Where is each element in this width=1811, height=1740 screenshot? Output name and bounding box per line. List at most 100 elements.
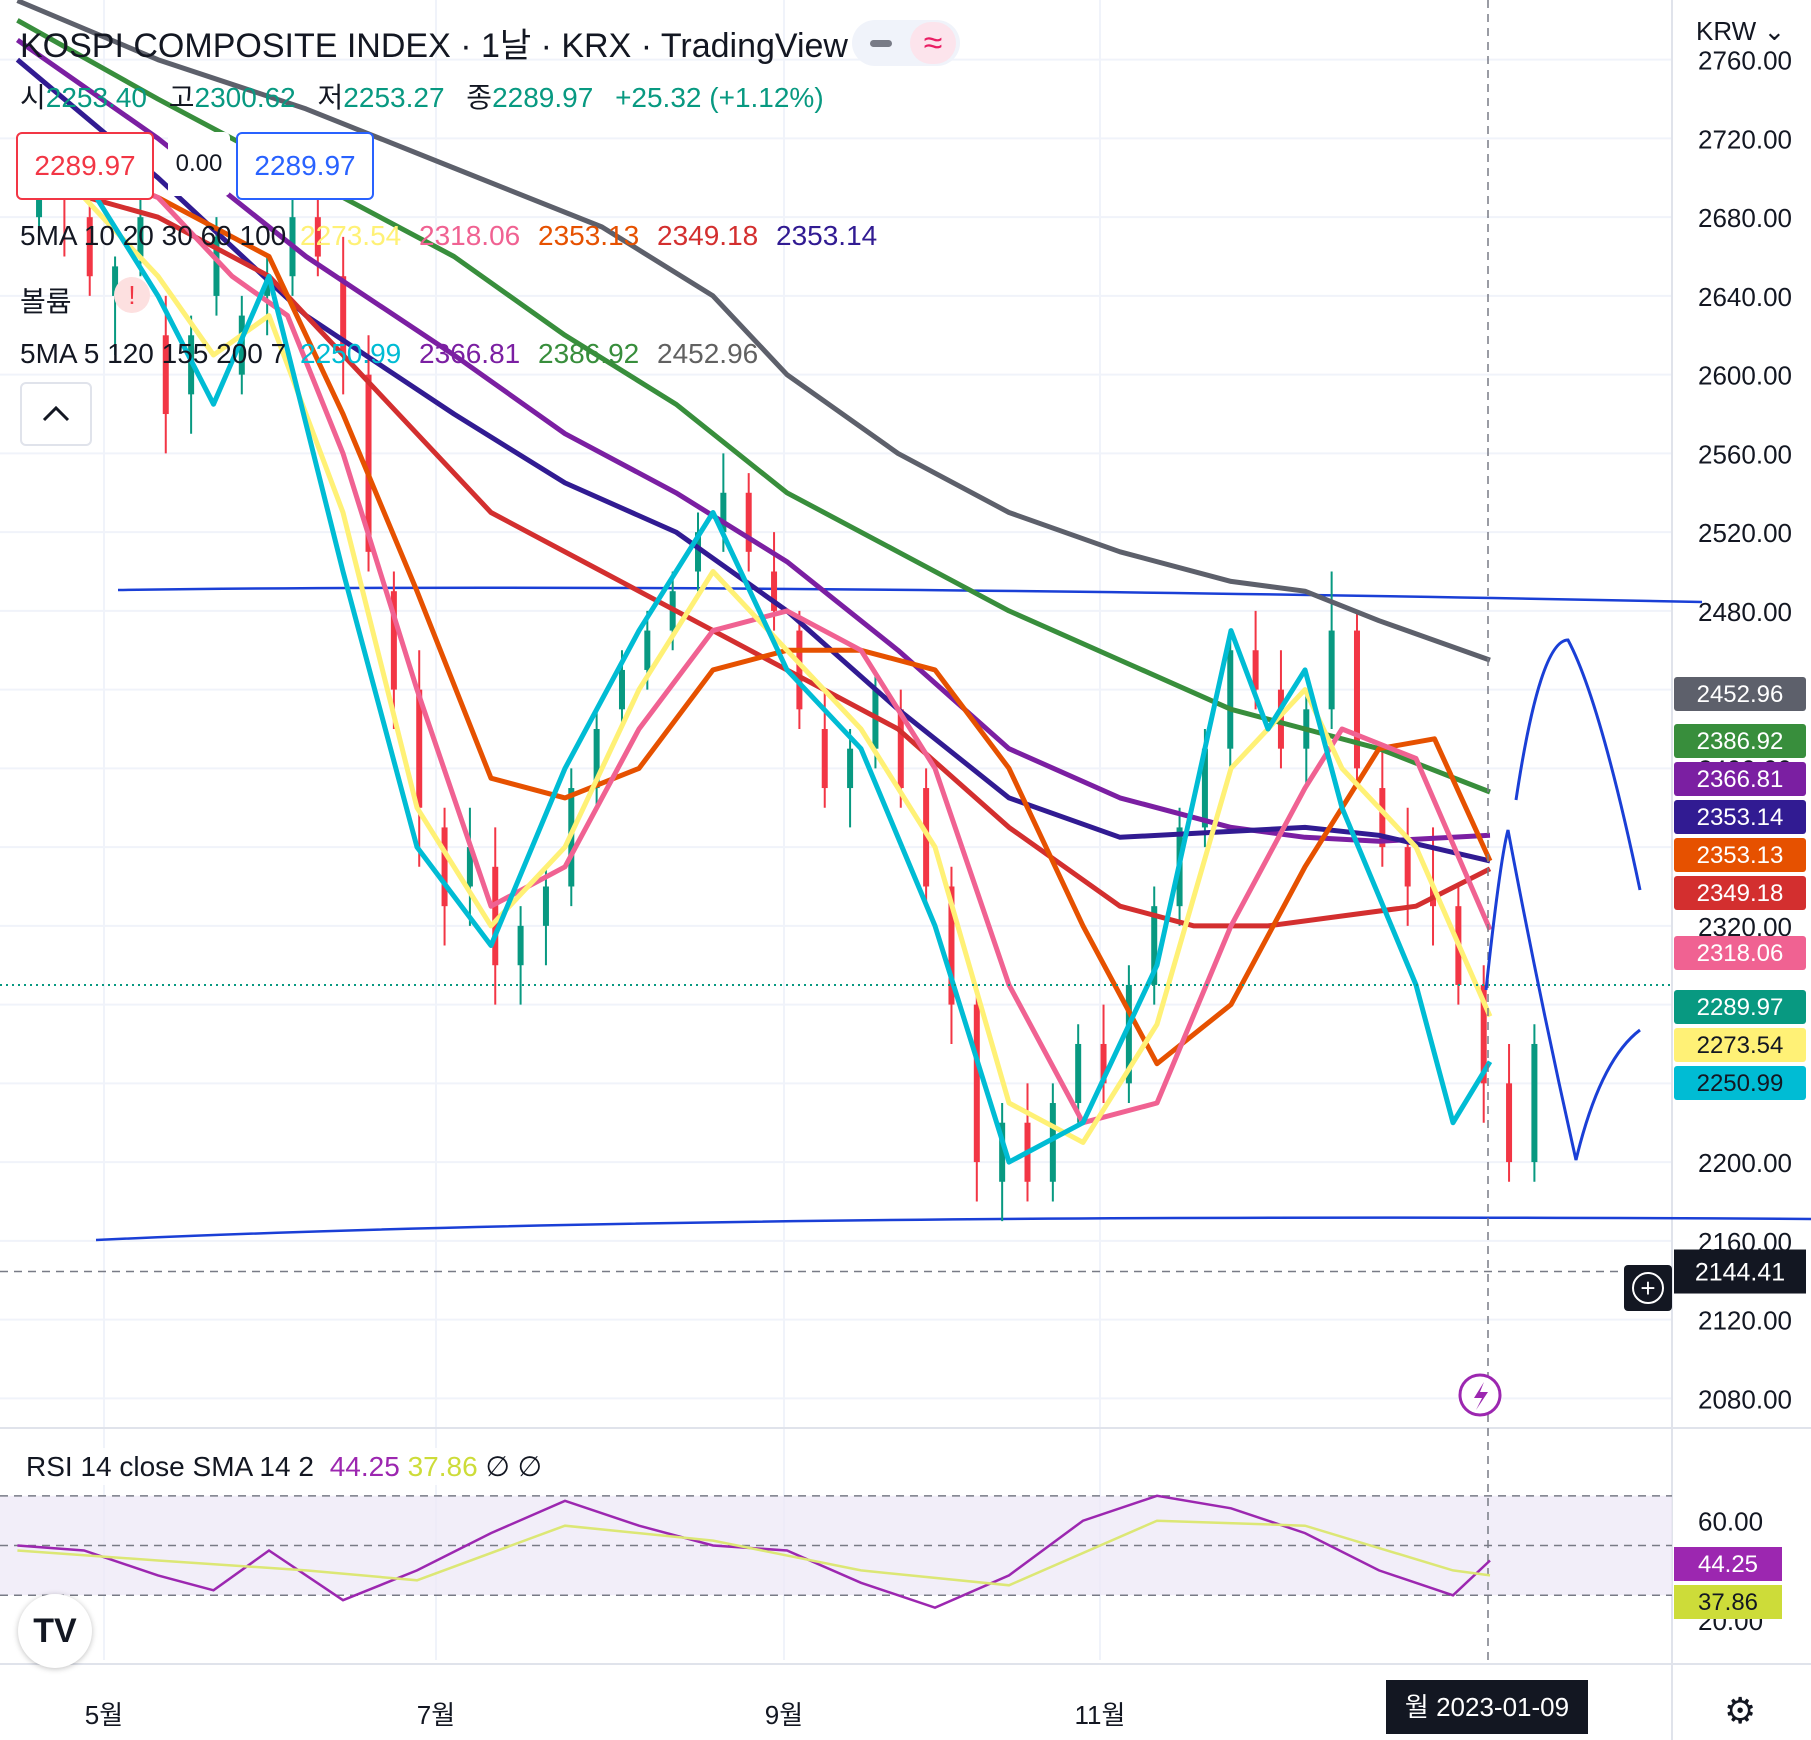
tradingview-logo-icon[interactable]: TV (18, 1594, 92, 1668)
candle-body (1277, 689, 1284, 749)
candle-body (1227, 650, 1234, 749)
price-badge (1674, 838, 1806, 872)
warning-icon (114, 277, 150, 313)
series-ma30 (16, 136, 1493, 1067)
rsi-sma-line (17, 1519, 1491, 1587)
price-badge (1674, 936, 1806, 970)
y-tick-label: 2640.00 (1698, 282, 1792, 312)
rsi-tick-label: 60.00 (1698, 1507, 1763, 1537)
price-badge (1674, 1066, 1806, 1100)
candle-body (213, 236, 220, 296)
candle-body (1252, 650, 1259, 690)
series-ma200 (16, 0, 1491, 663)
rsi-badge (1674, 1547, 1782, 1581)
series-ma5 (17, 165, 1493, 1165)
sell-button[interactable]: 2289.97 (16, 132, 154, 200)
price-badge (1674, 876, 1806, 910)
price-badge-label: 2250.99 (1697, 1070, 1784, 1097)
collapse-legend-button[interactable] (20, 382, 92, 446)
candle-body (1506, 1083, 1513, 1163)
chevron-up-icon (42, 405, 70, 422)
ma60-value: 2349.18 (657, 220, 759, 251)
candle-body (365, 374, 372, 552)
y-tick-label: 2760.00 (1698, 46, 1792, 76)
candle-body (86, 217, 93, 277)
candle-body (314, 217, 321, 257)
y-tick-label: 2200.00 (1698, 1148, 1792, 1178)
candle-body (1404, 847, 1411, 887)
candle-body (162, 335, 169, 415)
candle-body (897, 709, 904, 789)
candle-body (593, 729, 600, 789)
gear-icon[interactable]: ⚙ (1724, 1690, 1757, 1731)
rsi-na-1: ∅ (485, 1451, 510, 1482)
candle-body (340, 276, 347, 355)
volume-legend[interactable]: 볼륨 (20, 280, 78, 320)
x-tick-label: 9월 (765, 1700, 803, 1730)
volume-label: 볼륨 (20, 286, 72, 317)
chart-toggle[interactable]: ≈ (852, 20, 960, 66)
candle-body (745, 492, 752, 552)
wave-icon[interactable]: ≈ (910, 22, 956, 64)
candle-body (771, 571, 778, 611)
crosshair-date-badge: 월 2023-01-09 (1386, 1680, 1588, 1734)
candle-body (416, 689, 423, 808)
candle-body (695, 532, 702, 572)
candle-body (542, 886, 549, 926)
y-tick-label: 2680.00 (1698, 203, 1792, 233)
low-value: 2253.27 (343, 82, 445, 113)
ma-legend-2[interactable]: 5MA 5 120 155 200 7 2250.99 2366.81 2386… (20, 338, 768, 370)
price-badge-label: 2386.92 (1697, 728, 1784, 755)
ohlc-row: 시2253.40 고2300.62 저2253.27 종2289.97 +25.… (20, 76, 838, 116)
candle-body (948, 886, 955, 1005)
chevron-down-icon: ⌄ (1763, 16, 1786, 46)
candle-body (1480, 984, 1487, 1084)
price-badge-label: 2318.06 (1697, 940, 1784, 967)
price-badge (1674, 800, 1806, 834)
currency-selector[interactable]: KRW ⌄ (1696, 16, 1785, 47)
buy-button[interactable]: 2289.97 (236, 132, 374, 200)
candle-body (1151, 906, 1158, 985)
high-value: 2300.62 (194, 82, 296, 113)
x-tick-label: 11월 (1075, 1700, 1126, 1730)
minus-icon[interactable] (870, 40, 892, 47)
y-tick-label: 2720.00 (1698, 124, 1792, 154)
candle-body (973, 1004, 980, 1163)
projection-up-arrow (1514, 638, 1642, 891)
candle-body (1353, 630, 1360, 769)
y-tick-label: 2600.00 (1698, 361, 1792, 391)
candle-body (137, 217, 144, 257)
series-ma60 (16, 175, 1492, 929)
warning-glyph: ! (128, 280, 135, 310)
price-badge-label: 2289.97 (1697, 994, 1784, 1021)
add-alert-button[interactable]: + (1624, 1265, 1672, 1311)
projection-down-arrow (1484, 829, 1641, 1161)
candle-body (517, 925, 524, 966)
ma5-value: 2250.99 (300, 338, 402, 369)
close-value: 2289.97 (492, 82, 594, 113)
ma-legend-1-label: 5MA 10 20 30 60 100 (20, 220, 287, 251)
chart-title: KOSPI COMPOSITE INDEX · 1날 · KRX · Tradi… (20, 27, 848, 65)
candle-body (1531, 1043, 1538, 1163)
candle-body (1201, 748, 1208, 828)
price-badge-label: 2353.14 (1697, 804, 1784, 831)
price-badge (1674, 677, 1806, 711)
ma-legend-2-label: 5MA 5 120 155 200 7 (20, 338, 287, 369)
support-line (95, 1216, 1811, 1242)
candle-body (441, 827, 448, 907)
crosshair-price-badge (1674, 1249, 1806, 1294)
price-badge (1674, 762, 1806, 796)
price-badge-label: 2452.96 (1697, 681, 1784, 708)
ma-legend-1[interactable]: 5MA 10 20 30 60 100 2273.54 2318.06 2353… (20, 220, 887, 252)
candle-body (821, 729, 828, 789)
ma120-value: 2366.81 (419, 338, 521, 369)
spread-value: 0.00 (168, 132, 230, 196)
candle-body (1125, 984, 1132, 1084)
change-value: +25.32 (+1.12%) (615, 82, 824, 113)
ma20-value: 2318.06 (419, 220, 521, 251)
ma10-value: 2273.54 (300, 220, 402, 251)
rsi-legend[interactable]: RSI 14 close SMA 14 2 44.25 37.86 ∅ ∅ (20, 1448, 548, 1485)
price-badge-label: 2273.54 (1697, 1032, 1784, 1059)
resistance-line (117, 586, 1703, 604)
